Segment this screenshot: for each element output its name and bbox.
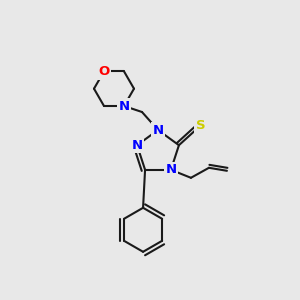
Text: N: N xyxy=(131,139,142,152)
Text: N: N xyxy=(165,163,176,176)
Text: O: O xyxy=(98,65,110,78)
Text: N: N xyxy=(152,124,164,136)
Text: S: S xyxy=(196,119,206,132)
Text: N: N xyxy=(118,100,130,112)
